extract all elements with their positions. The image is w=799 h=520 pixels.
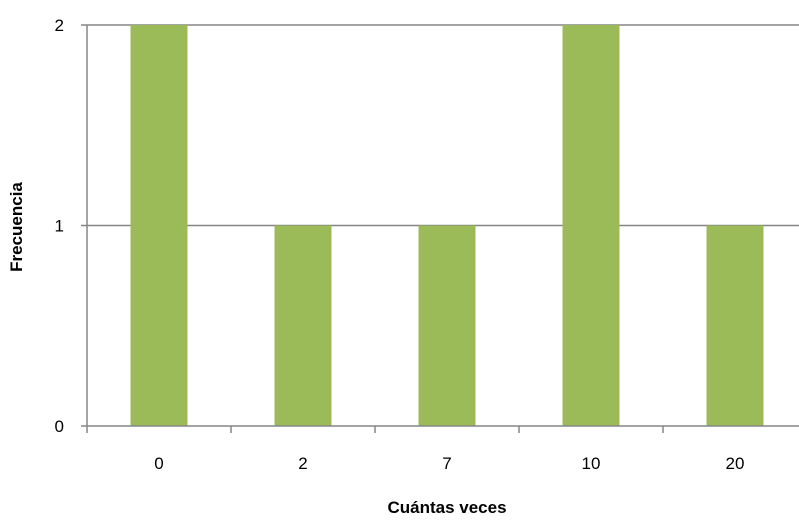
bar xyxy=(274,225,332,426)
bar xyxy=(418,225,476,426)
bars xyxy=(130,25,764,426)
x-tick-label: 2 xyxy=(298,454,307,473)
x-tick-label: 20 xyxy=(726,454,745,473)
x-axis-title: Cuántas veces xyxy=(387,498,506,517)
x-tick-label: 7 xyxy=(442,454,451,473)
y-tick-label: 0 xyxy=(55,417,64,436)
gridlines xyxy=(87,24,799,227)
x-tick-labels: 0 2 7 10 20 xyxy=(154,454,744,473)
y-tick-label: 2 xyxy=(55,16,64,35)
y-tick-label: 1 xyxy=(55,217,64,236)
x-tick-label: 0 xyxy=(154,454,163,473)
x-tick-label: 10 xyxy=(582,454,601,473)
bar xyxy=(706,225,764,426)
bar xyxy=(562,25,620,426)
y-axis-title: Frecuencia xyxy=(7,182,26,272)
bar xyxy=(130,25,188,426)
y-tick-labels: 0 1 2 xyxy=(55,16,64,436)
axes xyxy=(81,24,799,433)
